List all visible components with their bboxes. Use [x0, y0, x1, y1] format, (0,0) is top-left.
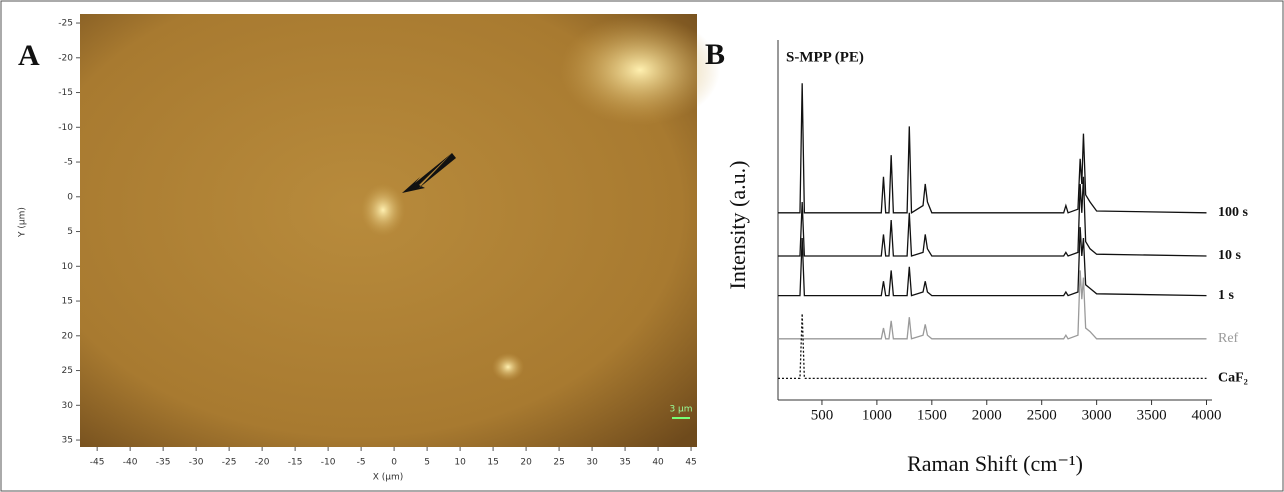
x-tick-label: 1500	[917, 407, 947, 423]
y-tick-label: 35	[62, 436, 73, 446]
x-tick-label: 2500	[1027, 407, 1057, 423]
y-axis-label: Y (µm)	[18, 207, 28, 238]
y-tick-label: -10	[58, 123, 73, 133]
x-tick-label: 500	[811, 407, 834, 423]
x-tick-label: 3000	[1082, 407, 1112, 423]
x-tick-label: 45	[685, 458, 696, 468]
y-tick-label: 15	[62, 297, 73, 307]
x-tick-label: 30	[586, 458, 598, 468]
x-axis-label: Raman Shift (cm⁻¹)	[907, 451, 1083, 476]
particle	[492, 353, 524, 381]
y-tick-label: -20	[58, 53, 73, 63]
x-tick-label: 3500	[1137, 407, 1167, 423]
y-axis-label: Intensity (a.u.)	[725, 161, 750, 290]
spectrum-line	[778, 270, 1207, 340]
x-tick-label: 2000	[972, 407, 1002, 423]
x-tick-label: 4000	[1192, 407, 1222, 423]
y-tick-label: 20	[62, 331, 74, 341]
x-tick-label: 25	[553, 458, 564, 468]
x-tick-label: -20	[255, 458, 270, 468]
y-tick-label: 5	[67, 227, 73, 237]
x-tick-label: 40	[652, 458, 664, 468]
spectrum-line	[778, 227, 1207, 297]
spectrum-line	[778, 176, 1207, 257]
x-tick-label: -25	[222, 458, 237, 468]
x-tick-label: 10	[454, 458, 466, 468]
x-axis-label: X (µm)	[373, 473, 404, 483]
series-label: 1 s	[1218, 288, 1235, 303]
spectrum-line	[778, 83, 1207, 214]
x-tick-label: -45	[90, 458, 105, 468]
y-tick-label: 25	[62, 366, 73, 376]
x-tick-label: 1000	[862, 407, 892, 423]
panel-label: B	[705, 38, 725, 71]
spectrum-line	[778, 313, 1207, 380]
chart-title: S-MPP (PE)	[786, 49, 864, 65]
x-tick-label: 20	[520, 458, 532, 468]
x-tick-label: 0	[391, 458, 397, 468]
series-label: 10 s	[1218, 248, 1242, 263]
x-tick-label: -40	[123, 458, 138, 468]
y-tick-label: 10	[62, 262, 74, 272]
y-tick-label: -5	[64, 158, 73, 168]
x-tick-label: 15	[487, 458, 498, 468]
particle	[361, 184, 405, 236]
x-tick-label: -10	[321, 458, 336, 468]
bright-region	[560, 15, 720, 125]
x-tick-label: -5	[357, 458, 366, 468]
x-tick-label: 35	[619, 458, 630, 468]
y-tick-label: -25	[58, 19, 73, 29]
scale-bar-label: 3 µm	[669, 405, 692, 415]
y-tick-label: -15	[58, 88, 73, 98]
series-label: Ref	[1218, 331, 1239, 346]
arrow	[402, 153, 456, 193]
x-tick-label: 5	[424, 458, 430, 468]
panel-label: A	[18, 39, 40, 72]
x-tick-label: -35	[156, 458, 171, 468]
x-tick-label: -30	[189, 458, 204, 468]
series-label: 100 s	[1218, 205, 1249, 220]
y-tick-label: 30	[62, 401, 74, 411]
x-tick-label: -15	[288, 458, 303, 468]
y-tick-label: 0	[67, 192, 73, 202]
series-label: CaF₂	[1218, 371, 1248, 386]
